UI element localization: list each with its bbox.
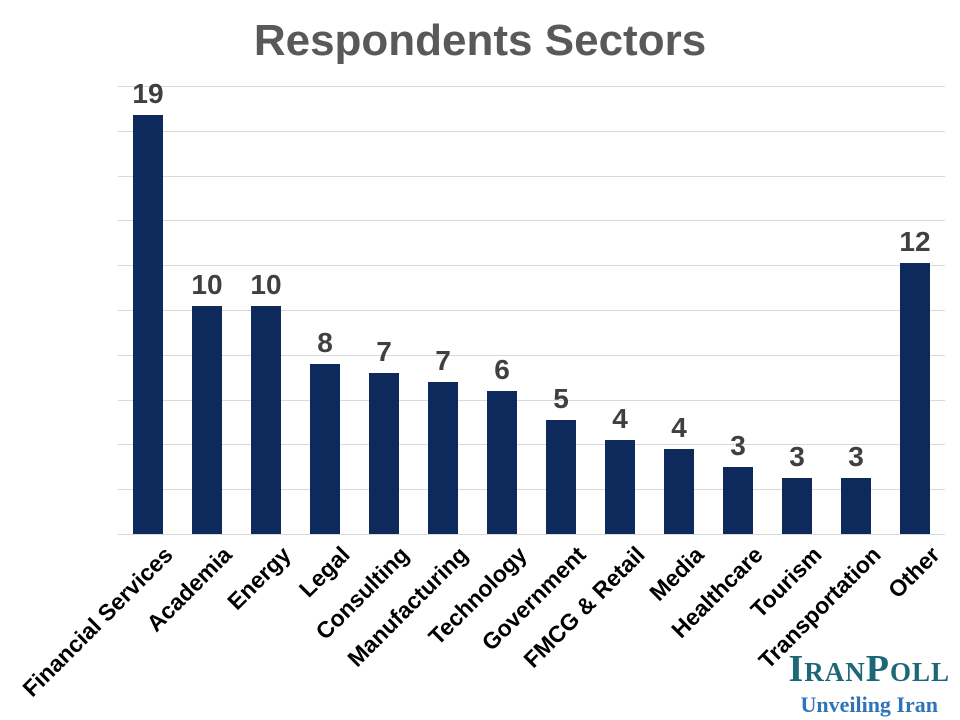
data-label-tourism: 3 [789,441,805,473]
iranpoll-logo: IranPoll Unveiling Iran [788,650,950,716]
data-label-financial-services: 19 [132,78,164,110]
chart-title: Respondents Sectors [253,16,707,65]
data-label-fmcg-retail: 4 [612,403,628,435]
bar-healthcare [723,467,753,534]
gridline [118,355,945,356]
gridline [118,444,945,445]
bar-fmcg-retail [605,440,635,534]
gridline [118,310,945,311]
bar-tourism [782,478,812,534]
bar-technology [487,391,517,534]
data-label-other: 12 [899,226,931,258]
gridline [118,176,945,177]
data-label-healthcare: 3 [730,430,746,462]
gridline [118,400,945,401]
gridline [118,220,945,221]
chart-plot-area: 19 10 10 8 7 7 6 5 4 4 3 3 3 12 [118,78,945,535]
bar-financial-services [133,115,163,534]
data-label-academia: 10 [191,269,223,301]
data-label-consulting: 7 [376,336,392,368]
bar-consulting [369,373,399,534]
data-label-energy: 10 [250,269,282,301]
logo-wordmark: IranPoll [788,648,950,690]
logo-tagline: Unveiling Iran [800,692,938,717]
data-label-government: 5 [553,383,569,415]
bar-energy [251,306,281,534]
data-label-manufacturing: 7 [435,345,451,377]
bar-transportation [841,478,871,534]
bar-academia [192,306,222,534]
gridline [118,489,945,490]
bar-government [546,420,576,534]
data-label-media: 4 [671,412,687,444]
bar-manufacturing [428,382,458,534]
bar-legal [310,364,340,534]
data-label-legal: 8 [317,327,333,359]
gridline [118,534,945,535]
gridline [118,265,945,266]
data-label-technology: 6 [494,354,510,386]
bar-media [664,449,694,534]
bar-other [900,263,930,534]
data-label-transportation: 3 [848,441,864,473]
gridline [118,86,945,87]
gridline [118,131,945,132]
